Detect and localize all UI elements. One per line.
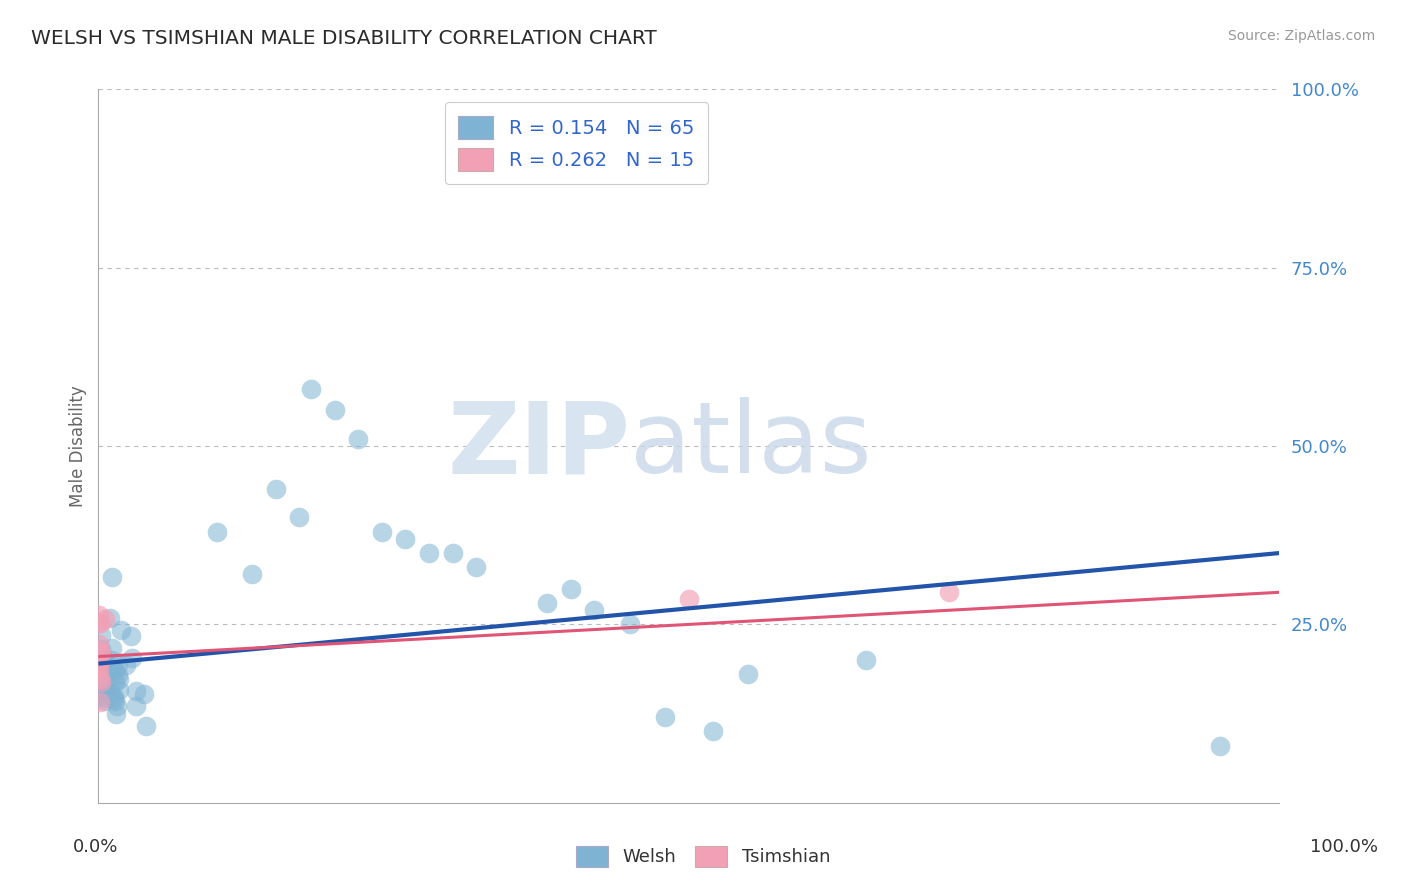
- Text: ZIP: ZIP: [447, 398, 630, 494]
- Point: [465, 560, 488, 574]
- Y-axis label: Male Disability: Male Disability: [69, 385, 87, 507]
- Point: [560, 582, 582, 596]
- Point: [855, 653, 877, 667]
- Point: [288, 510, 311, 524]
- Point: [91, 690, 114, 705]
- Point: [101, 570, 124, 584]
- Point: [264, 482, 287, 496]
- Point: [737, 667, 759, 681]
- Point: [90, 628, 112, 642]
- Point: [938, 585, 960, 599]
- Text: 100.0%: 100.0%: [1310, 838, 1378, 855]
- Text: Source: ZipAtlas.com: Source: ZipAtlas.com: [1227, 29, 1375, 43]
- Point: [103, 665, 125, 680]
- Point: [121, 651, 143, 665]
- Point: [89, 644, 111, 658]
- Point: [1209, 739, 1232, 753]
- Point: [418, 546, 440, 560]
- Point: [103, 662, 125, 676]
- Point: [107, 668, 129, 682]
- Point: [103, 692, 125, 706]
- Point: [205, 524, 228, 539]
- Point: [100, 686, 122, 700]
- Point: [94, 676, 117, 690]
- Point: [90, 675, 112, 690]
- Point: [101, 652, 124, 666]
- Point: [94, 668, 117, 682]
- Point: [536, 596, 558, 610]
- Point: [90, 648, 112, 662]
- Point: [100, 661, 122, 675]
- Text: atlas: atlas: [630, 398, 872, 494]
- Point: [240, 567, 263, 582]
- Point: [94, 694, 117, 708]
- Point: [619, 617, 641, 632]
- Point: [103, 689, 125, 703]
- Point: [104, 706, 127, 721]
- Text: 0.0%: 0.0%: [73, 838, 118, 855]
- Point: [394, 532, 416, 546]
- Point: [135, 719, 157, 733]
- Legend: R = 0.154   N = 65, R = 0.262   N = 15: R = 0.154 N = 65, R = 0.262 N = 15: [444, 103, 707, 185]
- Point: [104, 694, 127, 708]
- Point: [583, 603, 606, 617]
- Point: [90, 646, 112, 660]
- Point: [87, 664, 110, 678]
- Point: [108, 682, 131, 697]
- Point: [87, 616, 110, 631]
- Point: [678, 592, 700, 607]
- Point: [89, 648, 111, 662]
- Point: [125, 683, 148, 698]
- Point: [87, 607, 110, 622]
- Point: [87, 637, 110, 651]
- Point: [94, 611, 117, 625]
- Point: [97, 687, 120, 701]
- Point: [103, 674, 125, 689]
- Point: [91, 685, 114, 699]
- Point: [323, 403, 346, 417]
- Point: [93, 681, 115, 696]
- Text: WELSH VS TSIMSHIAN MALE DISABILITY CORRELATION CHART: WELSH VS TSIMSHIAN MALE DISABILITY CORRE…: [31, 29, 657, 47]
- Legend: Welsh, Tsimshian: Welsh, Tsimshian: [568, 838, 838, 874]
- Point: [89, 695, 111, 709]
- Point: [371, 524, 394, 539]
- Point: [101, 641, 124, 656]
- Point: [89, 657, 111, 671]
- Point: [108, 672, 131, 686]
- Point: [87, 657, 110, 671]
- Point: [93, 653, 115, 667]
- Point: [132, 687, 155, 701]
- Point: [89, 616, 111, 631]
- Point: [90, 642, 112, 657]
- Point: [299, 382, 322, 396]
- Point: [654, 710, 676, 724]
- Point: [702, 724, 724, 739]
- Point: [125, 698, 148, 713]
- Point: [93, 652, 115, 666]
- Point: [89, 672, 111, 686]
- Point: [114, 657, 136, 672]
- Point: [100, 610, 122, 624]
- Point: [89, 690, 111, 704]
- Point: [120, 628, 142, 642]
- Point: [105, 699, 128, 714]
- Point: [441, 546, 464, 560]
- Point: [347, 432, 370, 446]
- Point: [110, 623, 132, 637]
- Point: [107, 658, 129, 673]
